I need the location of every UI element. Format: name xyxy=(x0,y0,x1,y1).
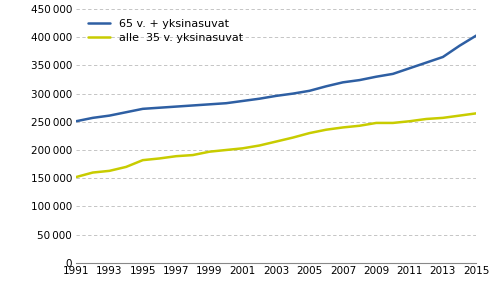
alle  35 v. yksinasuvat xyxy=(73,175,79,179)
alle  35 v. yksinasuvat xyxy=(390,121,396,125)
alle  35 v. yksinasuvat xyxy=(157,157,163,160)
65 v. + yksinasuvat xyxy=(356,78,362,82)
alle  35 v. yksinasuvat xyxy=(440,116,446,120)
65 v. + yksinasuvat xyxy=(157,106,163,110)
65 v. + yksinasuvat xyxy=(440,55,446,59)
65 v. + yksinasuvat xyxy=(90,116,96,120)
65 v. + yksinasuvat xyxy=(140,107,146,111)
alle  35 v. yksinasuvat xyxy=(457,114,463,117)
alle  35 v. yksinasuvat xyxy=(240,146,246,150)
65 v. + yksinasuvat xyxy=(390,72,396,76)
alle  35 v. yksinasuvat xyxy=(306,131,312,135)
65 v. + yksinasuvat xyxy=(107,114,112,117)
65 v. + yksinasuvat xyxy=(306,89,312,93)
alle  35 v. yksinasuvat xyxy=(173,154,179,158)
65 v. + yksinasuvat xyxy=(73,119,79,123)
alle  35 v. yksinasuvat xyxy=(190,153,196,157)
65 v. + yksinasuvat xyxy=(457,44,463,47)
alle  35 v. yksinasuvat xyxy=(90,171,96,174)
65 v. + yksinasuvat xyxy=(173,105,179,108)
alle  35 v. yksinasuvat xyxy=(107,169,112,173)
alle  35 v. yksinasuvat xyxy=(373,121,379,125)
65 v. + yksinasuvat xyxy=(190,104,196,107)
alle  35 v. yksinasuvat xyxy=(207,150,213,153)
65 v. + yksinasuvat xyxy=(223,101,229,105)
alle  35 v. yksinasuvat xyxy=(407,119,412,123)
alle  35 v. yksinasuvat xyxy=(473,111,479,115)
alle  35 v. yksinasuvat xyxy=(223,148,229,152)
65 v. + yksinasuvat xyxy=(240,99,246,103)
alle  35 v. yksinasuvat xyxy=(123,165,129,169)
alle  35 v. yksinasuvat xyxy=(140,158,146,162)
65 v. + yksinasuvat xyxy=(340,81,346,84)
alle  35 v. yksinasuvat xyxy=(273,140,279,143)
65 v. + yksinasuvat xyxy=(373,75,379,79)
65 v. + yksinasuvat xyxy=(290,92,296,95)
65 v. + yksinasuvat xyxy=(423,61,429,64)
Line: 65 v. + yksinasuvat: 65 v. + yksinasuvat xyxy=(76,36,476,121)
Legend: 65 v. + yksinasuvat, alle  35 v. yksinasuvat: 65 v. + yksinasuvat, alle 35 v. yksinasu… xyxy=(85,17,246,46)
65 v. + yksinasuvat xyxy=(257,97,263,101)
alle  35 v. yksinasuvat xyxy=(340,126,346,129)
65 v. + yksinasuvat xyxy=(273,94,279,98)
Line: alle  35 v. yksinasuvat: alle 35 v. yksinasuvat xyxy=(76,113,476,177)
alle  35 v. yksinasuvat xyxy=(423,117,429,121)
alle  35 v. yksinasuvat xyxy=(323,128,329,131)
65 v. + yksinasuvat xyxy=(123,111,129,114)
65 v. + yksinasuvat xyxy=(207,102,213,106)
65 v. + yksinasuvat xyxy=(323,85,329,88)
alle  35 v. yksinasuvat xyxy=(356,124,362,127)
65 v. + yksinasuvat xyxy=(407,66,412,70)
alle  35 v. yksinasuvat xyxy=(290,136,296,140)
65 v. + yksinasuvat xyxy=(473,34,479,37)
alle  35 v. yksinasuvat xyxy=(257,144,263,147)
